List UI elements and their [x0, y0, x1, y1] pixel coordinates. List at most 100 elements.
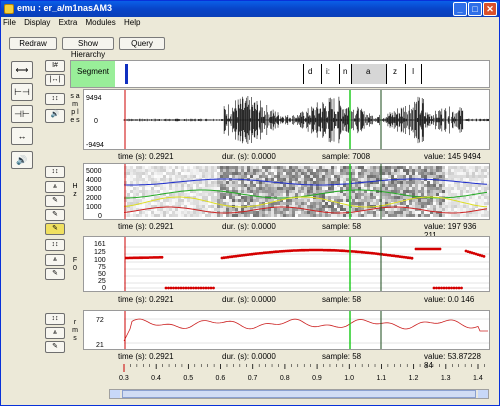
title-bar[interactable]: emu : er_a/m1nasAM3 _ □ ✕ — [1, 1, 499, 17]
segment-label: z — [393, 67, 397, 76]
f0-point — [150, 256, 154, 259]
f0-panel[interactable]: 161 125 100 75 50 25 0 — [83, 236, 490, 292]
f0-point — [330, 248, 334, 252]
f0-zoom-icon[interactable]: ⩓ — [45, 254, 65, 266]
f0-point — [142, 256, 146, 259]
f0-point — [424, 247, 428, 251]
menu-modules[interactable]: Modules — [85, 18, 116, 27]
spectrogram-pen-icon[interactable]: ✎ — [45, 209, 65, 221]
maximize-button[interactable]: □ — [468, 2, 482, 16]
spectrogram-formant-icon[interactable]: ✎ — [45, 195, 65, 207]
waveform-play-icon[interactable]: 🔊 — [45, 109, 65, 123]
f0-point — [292, 249, 296, 252]
segment-label: n — [343, 67, 348, 76]
rms-dur: dur. (s): 0.0000 — [222, 352, 276, 361]
f0-time: time (s): 0.2921 — [118, 295, 174, 304]
minimize-button[interactable]: _ — [453, 2, 467, 16]
f0-point — [312, 248, 316, 252]
f0-point — [298, 248, 302, 252]
time-axis: 0.3 0.4 0.5 0.6 0.7 0.8 0.9 1.0 1.1 1.2 1.3 1.4 — [119, 364, 485, 382]
segment-tier[interactable]: Segment d i: n a z I — [70, 60, 490, 88]
f0-point — [169, 286, 173, 290]
segment-label: d — [308, 67, 313, 76]
spectrogram-zoom-icon[interactable]: ⩓ — [45, 181, 65, 193]
segment-tier-label-box: Segment — [71, 61, 115, 87]
f0-point — [414, 247, 418, 251]
f0-point — [350, 250, 354, 253]
play-audio-icon[interactable]: 🔊 — [11, 151, 33, 169]
spectrogram-tick: 3000 — [86, 186, 102, 193]
scroll-right-arrow-icon[interactable] — [478, 390, 488, 398]
f0-point — [144, 256, 148, 259]
menu-file[interactable]: File — [3, 18, 16, 27]
rms-pen-icon[interactable]: ✎ — [45, 341, 65, 353]
show-hierarchy-button[interactable]: Show Hierarchy — [62, 37, 114, 59]
zoom-out-icon[interactable]: ↔ — [11, 127, 33, 145]
f0-point — [318, 248, 322, 252]
waveform-dur: dur. (s): 0.0000 — [222, 152, 276, 161]
f0-point — [179, 286, 183, 290]
waveform-tick: -9494 — [86, 142, 104, 149]
f0-point — [434, 247, 438, 251]
redraw-button[interactable]: Redraw — [9, 37, 57, 50]
f0-point — [278, 250, 282, 253]
f0-point — [332, 248, 336, 252]
f0-point — [284, 249, 288, 253]
f0-point — [140, 256, 144, 260]
tier-align-icon[interactable]: |↔| — [45, 74, 65, 86]
f0-settings-icon[interactable]: ↕↕ — [45, 239, 65, 251]
rms-value: value: 53.87228 84 — [424, 352, 481, 370]
scroll-thumb[interactable] — [122, 390, 476, 398]
f0-point — [428, 247, 432, 251]
f0-value: value: 0.0 146 — [424, 295, 475, 304]
menu-display[interactable]: Display — [24, 18, 51, 27]
waveform-panel[interactable]: 9494 0 -9494 — [83, 89, 490, 150]
rms-settings-icon[interactable]: ↕↕ — [45, 313, 65, 325]
f0-point — [184, 286, 188, 290]
f0-tick: 100 — [94, 257, 106, 264]
f0-point — [316, 248, 320, 252]
spectrogram-sample: sample: 58 — [322, 222, 362, 231]
f0-point — [320, 248, 324, 252]
horizontal-scrollbar[interactable] — [109, 389, 489, 399]
f0-tick: 75 — [98, 264, 106, 271]
menu-help[interactable]: Help — [123, 18, 141, 27]
spectrogram-panel[interactable]: 5000 4000 3000 2000 1000 0 — [83, 163, 490, 220]
f0-point — [322, 248, 326, 252]
segment-label: i: — [326, 67, 330, 76]
formant-track-1 — [123, 206, 488, 214]
f0-point — [138, 256, 142, 260]
waveform-settings-icon[interactable]: ↕↕ — [45, 93, 65, 105]
query-button[interactable]: Query — [119, 37, 165, 50]
rms-panel[interactable]: 72 21 — [83, 310, 490, 350]
f0-point — [432, 286, 436, 290]
time-axis-label: 0.7 — [248, 375, 258, 382]
f0-point — [187, 286, 190, 290]
spectrogram-status: time (s): 0.2921 dur. (s): 0.0000 sample… — [70, 222, 490, 240]
f0-point — [324, 248, 328, 252]
f0-pen-icon[interactable]: ✎ — [45, 268, 65, 280]
scroll-left-arrow-icon[interactable] — [110, 390, 120, 398]
waveform-status: time (s): 0.2921 dur. (s): 0.0000 sample… — [70, 152, 490, 162]
spectrogram-settings-icon[interactable]: ↕↕ — [45, 166, 65, 178]
f0-point — [182, 286, 185, 290]
f0-tick: 50 — [98, 271, 106, 278]
menu-extra[interactable]: Extra — [58, 18, 78, 27]
f0-point — [264, 251, 268, 254]
zoom-full-icon[interactable]: ⟷ — [11, 61, 33, 79]
f0-point — [158, 255, 162, 259]
formant-track-2 — [123, 196, 488, 208]
f0-point — [134, 256, 138, 260]
zoom-selection-icon[interactable]: ⊣⊢ — [11, 105, 33, 123]
f0-point — [286, 249, 290, 253]
zoom-in-icon[interactable]: ⊢⊣ — [11, 83, 33, 101]
segment-cursor — [125, 64, 128, 84]
rms-plot: 72 21 — [96, 311, 489, 349]
f0-point — [308, 248, 312, 252]
spectrogram-color-icon[interactable]: ✎ — [45, 223, 65, 235]
close-button[interactable]: ✕ — [483, 2, 497, 16]
spectrogram-tick: 4000 — [86, 177, 102, 184]
rms-zoom-icon[interactable]: ⩓ — [45, 327, 65, 339]
tier-toggle-icon[interactable]: I# — [45, 60, 65, 72]
f0-dur: dur. (s): 0.0000 — [222, 295, 276, 304]
